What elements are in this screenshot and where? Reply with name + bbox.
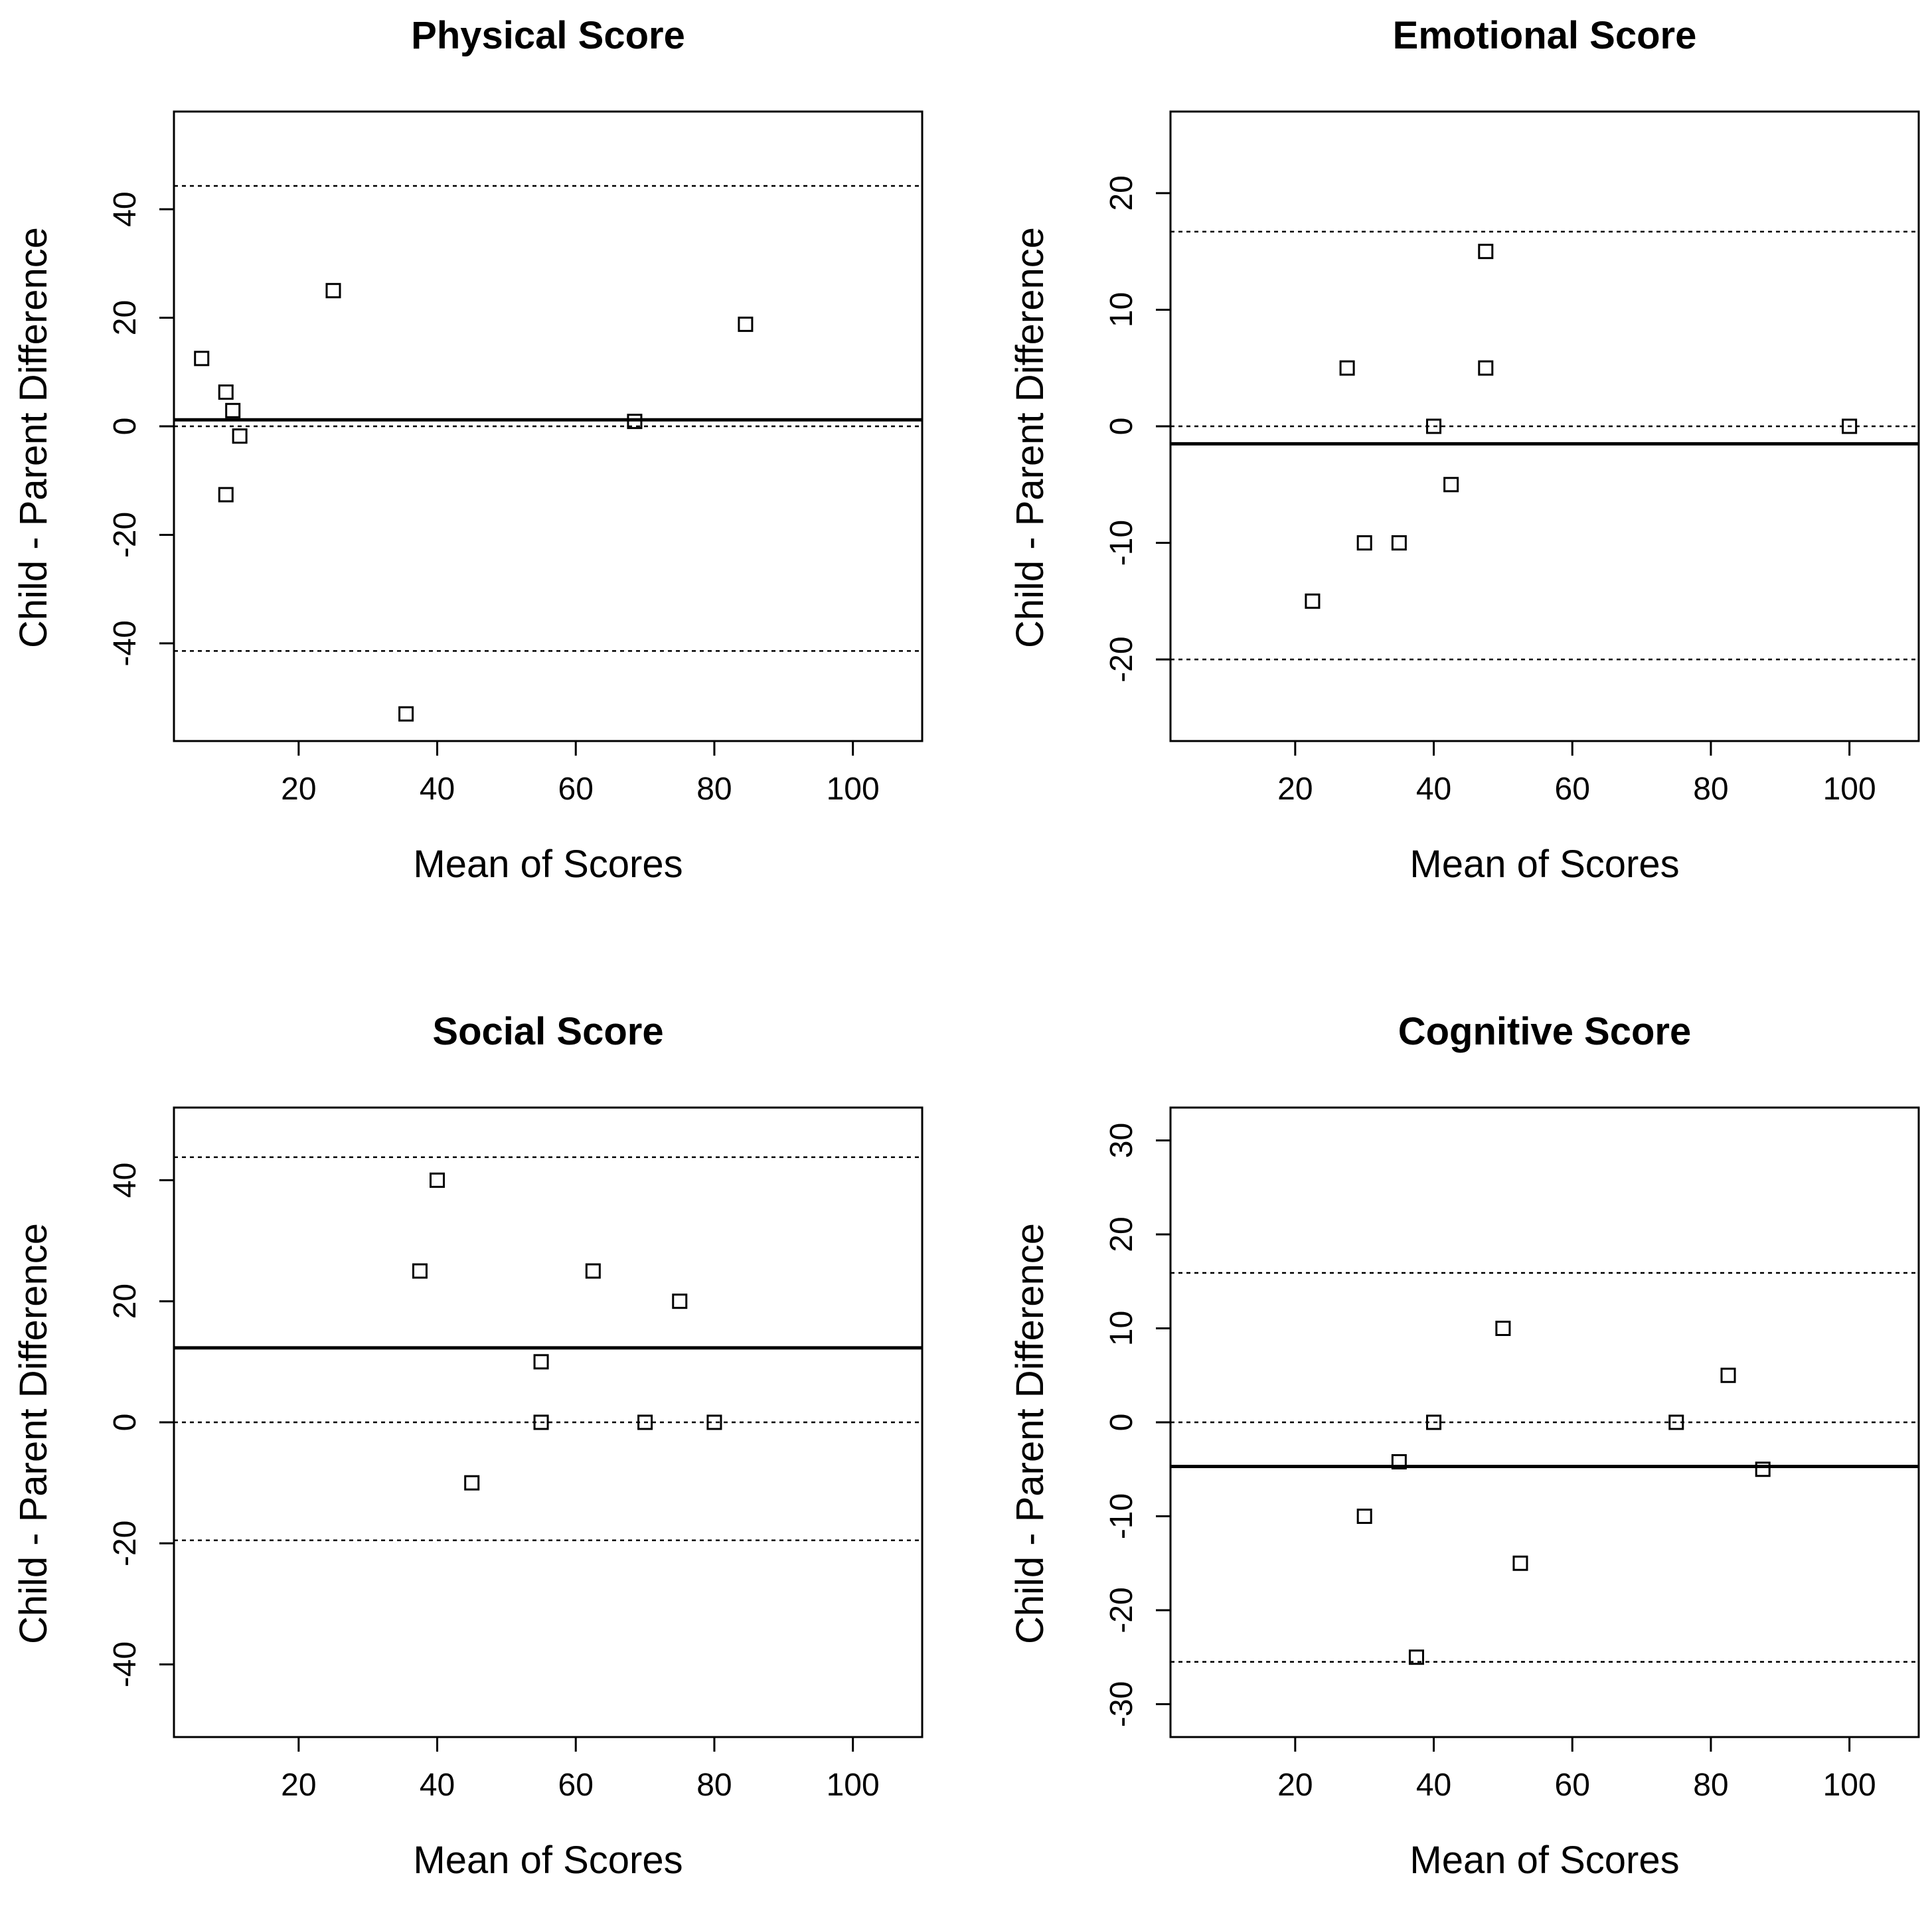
y-tick-label: -10 xyxy=(1104,520,1139,566)
y-tick-label: -40 xyxy=(108,620,143,666)
data-point xyxy=(706,1414,722,1430)
x-tick-label: 20 xyxy=(281,772,316,807)
data-point xyxy=(1356,535,1372,551)
y-tick-label: 20 xyxy=(1104,1216,1139,1252)
y-tick-label: 10 xyxy=(1104,292,1139,327)
x-tick-label: 40 xyxy=(420,772,455,807)
data-point xyxy=(585,1263,601,1279)
y-tick-label: 10 xyxy=(1104,1311,1139,1346)
data-point xyxy=(637,1414,653,1430)
x-tick-label: 100 xyxy=(827,1768,880,1803)
y-tick-label: 30 xyxy=(1104,1123,1139,1158)
data-point xyxy=(218,384,234,400)
data-point xyxy=(1755,1461,1771,1477)
panel-title: Cognitive Score xyxy=(1398,1010,1692,1053)
y-tick-label: 0 xyxy=(108,1414,143,1432)
y-axis-label: Child - Parent Difference xyxy=(12,227,55,648)
data-point xyxy=(232,428,248,444)
data-point xyxy=(738,316,754,332)
data-point xyxy=(412,1263,428,1279)
data-point xyxy=(1478,360,1494,376)
panel-title: Physical Score xyxy=(411,14,685,57)
x-tick-label: 100 xyxy=(1823,1768,1876,1803)
x-tick-label: 60 xyxy=(1555,1768,1590,1803)
data-point xyxy=(1720,1367,1736,1383)
cognitive-score-panel: Cognitive Score 20 40 60 80 100 -30 -20 -10 0 10 20… xyxy=(1008,1010,1920,1882)
data-point xyxy=(464,1475,480,1491)
data-point xyxy=(627,414,643,430)
y-tick-label: 0 xyxy=(1104,1414,1139,1432)
x-tick-label: 80 xyxy=(1693,1768,1728,1803)
social-score-panel: Social Score 20 40 60 80 100 -40 -20 0 20 40 Mean o… xyxy=(12,1010,924,1882)
y-tick-label: -40 xyxy=(108,1641,143,1687)
y-tick-label: 20 xyxy=(1104,175,1139,210)
data-point xyxy=(1512,1555,1528,1571)
y-tick-label: 40 xyxy=(108,1163,143,1198)
y-tick-label: -10 xyxy=(1104,1493,1139,1539)
y-tick-label: 0 xyxy=(108,418,143,436)
x-tick-label: 40 xyxy=(420,1768,455,1803)
data-point xyxy=(1408,1649,1424,1665)
physical-score-panel: Physical Score 20 40 60 80 100 -40 -20 0 20 40 Mean… xyxy=(12,14,924,886)
data-point xyxy=(218,487,234,503)
data-point xyxy=(194,351,210,367)
x-tick-label: 60 xyxy=(1555,772,1590,807)
data-point xyxy=(225,402,241,418)
x-axis-label: Mean of Scores xyxy=(413,843,683,886)
y-axis-label: Child - Parent Difference xyxy=(1008,1223,1052,1644)
y-tick-label: 20 xyxy=(108,300,143,335)
data-point xyxy=(1339,360,1355,376)
x-tick-label: 60 xyxy=(558,772,594,807)
y-tick-label: -20 xyxy=(108,512,143,558)
x-tick-label: 20 xyxy=(281,1768,316,1803)
data-point xyxy=(1426,1414,1442,1430)
x-tick-label: 80 xyxy=(696,772,732,807)
x-tick-label: 80 xyxy=(1693,772,1728,807)
y-tick-label: -20 xyxy=(1104,636,1139,682)
data-point xyxy=(325,283,341,299)
data-point xyxy=(1305,593,1321,609)
emotional-score-panel: Emotional Score 20 40 60 80 100 -20 -10 0 10 20 Mea… xyxy=(1008,14,1920,886)
panel-title: Social Score xyxy=(432,1010,663,1053)
x-tick-label: 100 xyxy=(827,772,880,807)
data-point xyxy=(533,1414,549,1430)
data-point xyxy=(1443,477,1459,493)
y-tick-label: -20 xyxy=(1104,1587,1139,1633)
x-axis-label: Mean of Scores xyxy=(1409,843,1679,886)
x-axis-label: Mean of Scores xyxy=(413,1839,683,1882)
data-point xyxy=(672,1293,688,1309)
y-tick-label: 0 xyxy=(1104,418,1139,436)
y-tick-label: -20 xyxy=(108,1521,143,1566)
y-axis-label: Child - Parent Difference xyxy=(12,1223,55,1644)
data-point xyxy=(533,1354,549,1370)
x-tick-label: 80 xyxy=(696,1768,732,1803)
x-axis-label: Mean of Scores xyxy=(1409,1839,1679,1882)
data-point xyxy=(1356,1508,1372,1524)
x-tick-label: 40 xyxy=(1416,772,1451,807)
y-tick-label: 20 xyxy=(108,1284,143,1319)
y-tick-label: 40 xyxy=(108,191,143,226)
data-point xyxy=(1842,418,1858,434)
data-point xyxy=(398,706,414,722)
x-tick-label: 40 xyxy=(1416,1768,1451,1803)
x-tick-label: 20 xyxy=(1277,772,1313,807)
panel-title: Emotional Score xyxy=(1393,14,1697,57)
data-point xyxy=(1391,535,1407,551)
data-point xyxy=(1478,244,1494,260)
x-tick-label: 20 xyxy=(1277,1768,1313,1803)
data-point xyxy=(430,1172,445,1188)
data-point xyxy=(1495,1321,1511,1337)
y-tick-label: -30 xyxy=(1104,1681,1139,1727)
data-point xyxy=(1426,418,1442,434)
data-point xyxy=(1668,1414,1684,1430)
data-point xyxy=(1391,1454,1407,1469)
x-tick-label: 100 xyxy=(1823,772,1876,807)
x-tick-label: 60 xyxy=(558,1768,594,1803)
y-axis-label: Child - Parent Difference xyxy=(1008,227,1052,648)
